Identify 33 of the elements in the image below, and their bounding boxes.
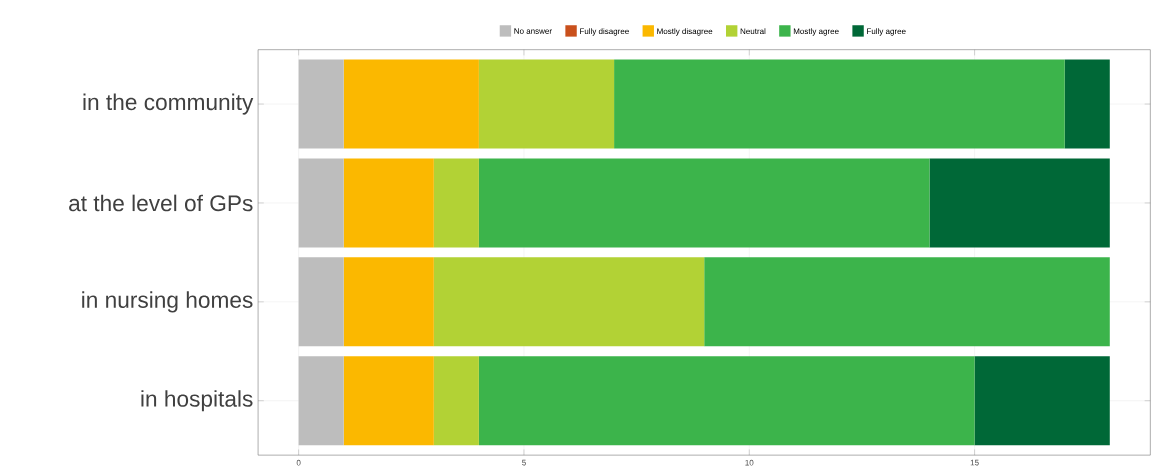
- bar: [343, 356, 434, 446]
- bar: [929, 158, 1110, 248]
- bar: [1064, 59, 1110, 149]
- legend-label: No answer: [514, 28, 552, 34]
- bar: [343, 158, 434, 248]
- bar: [478, 158, 930, 248]
- y-tick-label: in nursing homes: [82, 291, 253, 313]
- bar: [478, 356, 975, 446]
- x-tick-label: 15: [970, 459, 979, 466]
- legend-label: Neutral: [740, 28, 766, 34]
- bar: [433, 158, 479, 248]
- legend-label: Fully disagree: [580, 28, 629, 36]
- bar: [433, 356, 479, 446]
- x-tick-label: 5: [522, 459, 526, 466]
- bar: [974, 356, 1110, 446]
- bar: [343, 257, 434, 347]
- x-tick-label: 10: [745, 459, 754, 466]
- x-tick-label: 0: [296, 459, 301, 466]
- legend-label: Mostly disagree: [657, 28, 713, 36]
- bar: [343, 59, 479, 149]
- bar: [614, 59, 1065, 149]
- legend-label: Mostly agree: [793, 28, 839, 36]
- bar: [298, 356, 344, 446]
- bar: [433, 257, 705, 347]
- legend-label: Fully agree: [867, 28, 906, 36]
- bar: [298, 59, 344, 149]
- bar: [298, 257, 344, 347]
- bar: [704, 257, 1110, 347]
- y-tick-label: at the level of GPs: [69, 194, 253, 212]
- y-tick-label: in the community: [83, 93, 254, 115]
- y-tick-label: in hospitals: [141, 390, 253, 412]
- bar: [478, 59, 615, 149]
- bar: [298, 158, 344, 248]
